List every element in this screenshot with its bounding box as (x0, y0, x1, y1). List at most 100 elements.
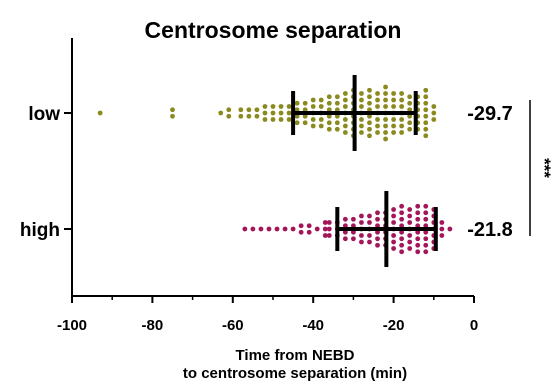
data-point (415, 242, 421, 248)
data-point (326, 226, 332, 232)
data-point (318, 97, 324, 103)
data-point (423, 87, 429, 93)
data-point (423, 210, 429, 216)
data-point (367, 87, 372, 93)
data-point (326, 220, 332, 225)
data-point (415, 210, 421, 216)
data-point (367, 100, 372, 106)
significance-bracket: *** (529, 100, 554, 236)
data-point (342, 123, 348, 129)
y-tick-label-high: high (20, 220, 60, 241)
data-point (246, 113, 252, 119)
data-point (359, 220, 364, 225)
data-point (334, 100, 340, 106)
data-point (322, 226, 328, 232)
data-point (270, 110, 276, 116)
data-point (322, 233, 328, 238)
x-tick-label: -60 (222, 317, 244, 334)
data-point (278, 104, 284, 109)
data-point (415, 229, 421, 235)
data-point (334, 107, 340, 113)
data-point (326, 100, 332, 106)
data-point (322, 220, 328, 225)
data-point (294, 107, 300, 113)
data-point (310, 117, 316, 122)
data-point (342, 229, 348, 235)
data-point (423, 249, 429, 255)
data-point (423, 229, 429, 235)
data-point (407, 220, 413, 225)
data-point (423, 94, 429, 100)
data-point (238, 113, 244, 119)
data-point (391, 130, 396, 135)
data-point (423, 100, 429, 106)
chart-title: Centrosome separation (145, 17, 402, 43)
data-point (383, 84, 388, 90)
data-point (399, 130, 405, 135)
data-point (375, 216, 380, 222)
data-point (399, 242, 405, 248)
data-point (375, 210, 380, 216)
data-point (423, 107, 429, 113)
data-point (439, 226, 445, 232)
data-point (407, 94, 413, 100)
data-point (391, 213, 396, 219)
data-point (383, 104, 388, 109)
data-point (258, 226, 264, 232)
x-axis-title-line-1: Time from NEBD (236, 347, 355, 364)
data-point (278, 117, 284, 122)
data-point (274, 226, 280, 232)
data-point (399, 210, 405, 216)
data-point (399, 223, 405, 229)
data-point (375, 242, 380, 248)
data-point (415, 203, 421, 209)
data-point (310, 123, 316, 129)
data-point (383, 91, 388, 96)
data-point (423, 203, 429, 209)
data-point (342, 130, 348, 135)
data-point (262, 104, 268, 109)
data-point (302, 120, 308, 126)
data-point (375, 130, 380, 135)
data-point (326, 126, 332, 132)
data-point (383, 97, 388, 103)
mean-label-high: -21.8 (467, 219, 513, 241)
data-point (226, 113, 232, 119)
data-point (310, 104, 316, 109)
data-point (399, 236, 405, 242)
data-point (314, 226, 320, 232)
data-point (367, 239, 372, 245)
data-point (399, 229, 405, 235)
data-point (318, 123, 324, 129)
x-axis-title-line-2: to centrosome separation (min) (183, 365, 407, 382)
data-point (367, 133, 372, 139)
data-point (242, 226, 248, 232)
data-point (359, 239, 364, 245)
significance-label: *** (535, 158, 554, 178)
data-point (306, 229, 312, 235)
data-point (334, 113, 340, 119)
data-point (399, 91, 405, 96)
data-point (383, 117, 388, 122)
data-point (351, 236, 356, 242)
data-point (262, 110, 268, 116)
data-point (306, 223, 312, 229)
data-point (294, 113, 300, 119)
data-point (367, 94, 372, 100)
data-point (415, 236, 421, 242)
data-point (290, 226, 296, 232)
data-point (375, 117, 380, 122)
plot-area: -29.7 -21.8 (97, 75, 513, 267)
data-point (423, 216, 429, 222)
data-point (226, 107, 232, 113)
data-point (399, 123, 405, 129)
data-point (302, 107, 308, 113)
data-point (391, 233, 396, 238)
data-point (334, 126, 340, 132)
data-point (170, 113, 175, 119)
data-point (391, 246, 396, 251)
data-point (375, 229, 380, 235)
data-point (447, 226, 453, 232)
x-tick-label: -80 (142, 317, 164, 334)
